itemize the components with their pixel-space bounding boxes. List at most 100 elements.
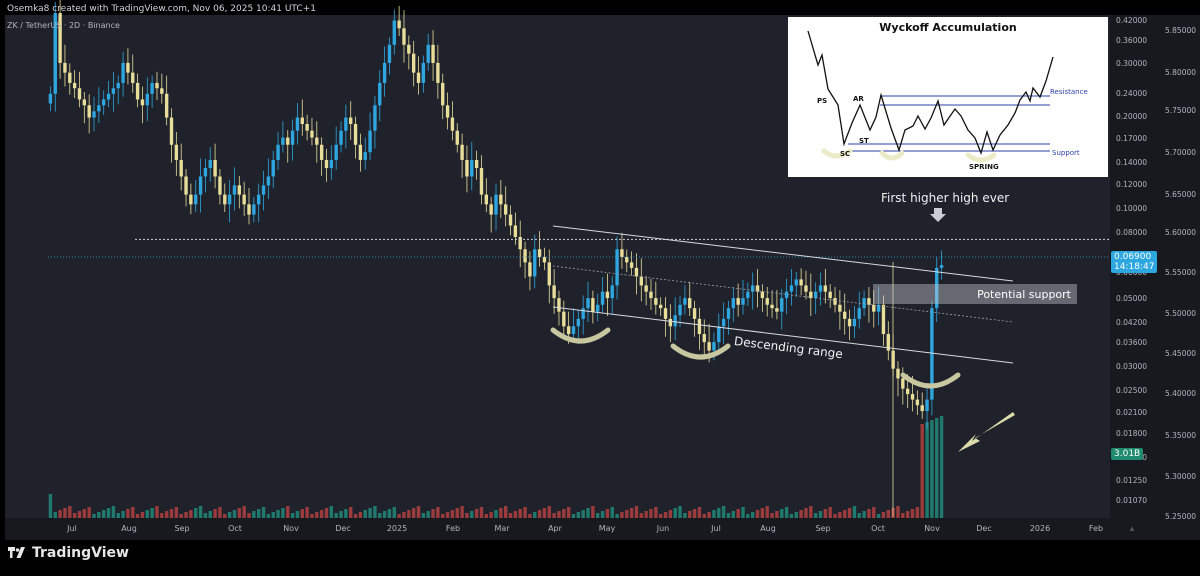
- candle-body: [838, 304, 842, 312]
- y-tick-label-right: 5.60000: [1165, 228, 1196, 237]
- candle-body: [697, 318, 702, 335]
- candle-body: [242, 194, 246, 205]
- volume-bar: [266, 514, 271, 518]
- candle-body: [315, 137, 319, 145]
- volume-bar: [286, 506, 290, 518]
- candle-body: [271, 159, 275, 177]
- candle-body: [392, 20, 396, 45]
- y-tick-label-right: 5.50000: [1165, 309, 1196, 318]
- candle-body: [557, 298, 561, 312]
- volume-bar: [833, 514, 837, 518]
- volume-bar: [310, 514, 314, 518]
- candle-body: [547, 262, 551, 286]
- volume-bar: [256, 509, 261, 518]
- tradingview-brand[interactable]: TradingView: [8, 545, 129, 561]
- volume-bar: [353, 514, 358, 518]
- volume-bar: [508, 513, 513, 518]
- potential-support-zone: Potential support: [873, 284, 1077, 304]
- candle-body: [387, 44, 392, 63]
- candle-body: [397, 20, 401, 29]
- candle-body: [378, 82, 382, 106]
- volume-bar: [402, 512, 406, 518]
- volume-bar: [92, 514, 96, 518]
- candle-body: [324, 159, 329, 169]
- candle-body: [223, 194, 227, 205]
- candle-body: [349, 117, 353, 125]
- y-tick-label-left: 0.02100: [1116, 408, 1147, 417]
- candle-body: [460, 144, 464, 160]
- volume-bar: [484, 514, 489, 518]
- candle-body: [198, 176, 203, 195]
- volume-bar: [513, 511, 518, 518]
- candle-body: [140, 99, 145, 106]
- candle-body: [886, 334, 890, 351]
- volume-bar: [935, 418, 939, 518]
- y-tick-label-left: 0.14000: [1116, 158, 1147, 167]
- candle-body: [644, 285, 648, 292]
- y-tick-label-left: 0.01070: [1116, 496, 1147, 505]
- y-tick-label-right: 5.45000: [1165, 349, 1196, 358]
- candle-body: [576, 318, 581, 327]
- volume-bar: [126, 509, 130, 518]
- x-tick-label: May: [599, 524, 616, 533]
- candle-body: [126, 62, 130, 73]
- candle-body: [600, 291, 605, 305]
- candle-body: [455, 130, 459, 145]
- volume-bar: [562, 509, 566, 518]
- volume-bar: [208, 511, 212, 518]
- volume-bar: [750, 512, 755, 518]
- candle-body: [368, 130, 372, 153]
- candle-body: [441, 82, 445, 106]
- candle-body: [663, 308, 668, 319]
- candle-body: [353, 124, 358, 145]
- candle-body: [688, 298, 692, 309]
- candle-body: [581, 308, 585, 319]
- candle-body: [111, 88, 116, 94]
- volume-bar: [760, 508, 765, 518]
- volume-bar: [726, 513, 731, 518]
- axis-arrow-icon: ▲: [1128, 524, 1136, 533]
- y-tick-label-left: 0.36000: [1116, 36, 1147, 45]
- candle-body: [164, 93, 169, 118]
- y-tick-label-left: 0.08000: [1116, 228, 1147, 237]
- y-tick-label-right: 5.80000: [1165, 68, 1196, 77]
- volume-bar: [692, 509, 697, 518]
- candle-body: [358, 144, 363, 160]
- candle-body: [102, 99, 106, 106]
- candle-body: [68, 72, 72, 83]
- volume-bar: [533, 512, 537, 518]
- candle-body: [789, 285, 794, 292]
- candle-body: [794, 279, 798, 286]
- volume-bar: [426, 511, 430, 518]
- x-tick-label: Mar: [494, 524, 510, 533]
- volume-bar: [48, 494, 53, 518]
- candle-body: [654, 298, 658, 305]
- sc-label: SC: [840, 150, 850, 158]
- volume-bar: [378, 513, 382, 518]
- volume-bar: [150, 508, 154, 518]
- candle-body: [426, 44, 430, 63]
- volume-bar: [746, 514, 750, 518]
- volume-bar: [218, 507, 222, 518]
- candle-body: [746, 291, 750, 299]
- volume-bar: [140, 512, 145, 518]
- x-tick-label: Jun: [656, 524, 670, 533]
- candle-body: [97, 105, 101, 112]
- volume-bar: [368, 508, 372, 518]
- volume-bar: [852, 506, 857, 518]
- x-tick-label: Feb: [446, 524, 460, 533]
- volume-bar: [470, 511, 474, 518]
- candle-body: [421, 62, 426, 83]
- x-tick-label: Sep: [174, 524, 189, 533]
- candle-body: [542, 257, 547, 263]
- volume-bar: [252, 511, 256, 518]
- candle-body: [339, 130, 343, 145]
- candle-body: [436, 62, 440, 83]
- potential-support-label: Potential support: [977, 288, 1071, 301]
- candle-body: [823, 285, 828, 292]
- volume-bar: [247, 513, 251, 518]
- volume-bar: [315, 512, 319, 518]
- candle-body: [876, 304, 881, 312]
- volume-bar: [552, 513, 556, 518]
- volume-bar: [765, 506, 769, 518]
